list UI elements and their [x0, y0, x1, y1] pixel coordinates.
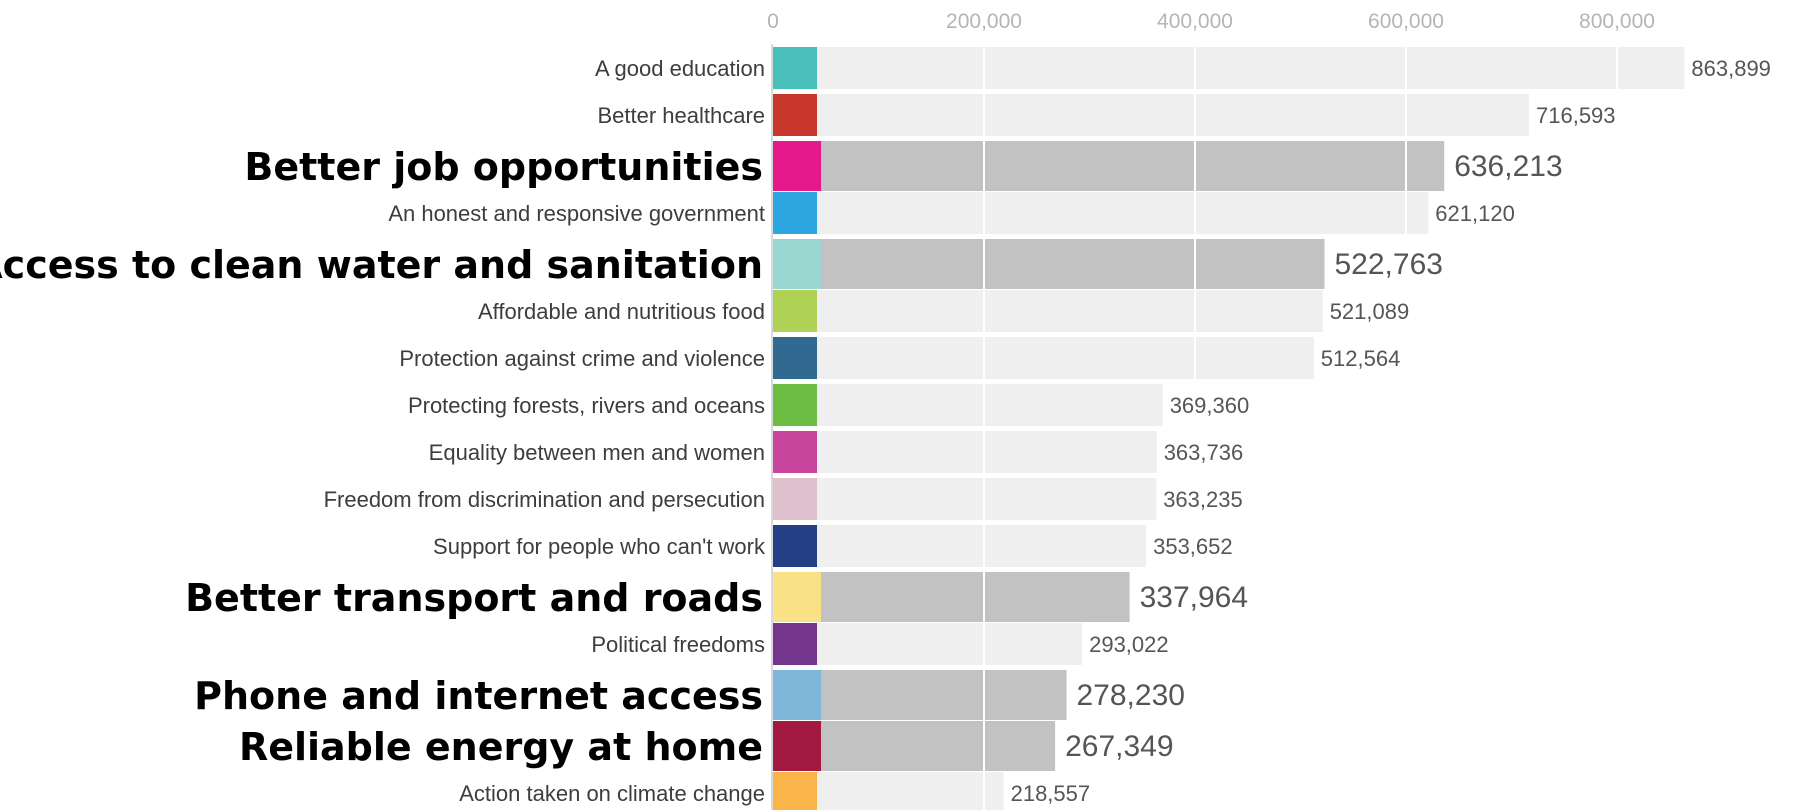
bar-1: [773, 94, 1529, 136]
category-swatch-2: [773, 141, 821, 191]
value-label-6: 512,564: [1321, 346, 1401, 371]
bar-0: [773, 47, 1685, 89]
category-swatch-5: [773, 290, 817, 332]
category-swatch-14: [773, 721, 821, 771]
x-axis: 0 200,000 400,000 600,000 800,000: [767, 10, 1655, 810]
category-swatches: [773, 47, 821, 810]
category-label-7: Protecting forests, rivers and oceans: [408, 393, 765, 418]
category-label-13: Phone and internet access: [194, 674, 763, 718]
value-label-7: 369,360: [1170, 393, 1250, 418]
value-label-15: 218,557: [1011, 781, 1091, 806]
category-label-10: Support for people who can't work: [433, 534, 766, 559]
value-label-14: 267,349: [1065, 730, 1173, 763]
category-label-8: Equality between men and women: [429, 440, 765, 465]
value-labels: 863,899 716,593 636,213 621,120 522,763 521,0…: [1011, 56, 1771, 806]
value-label-2: 636,213: [1454, 150, 1562, 183]
category-label-9: Freedom from discrimination and persecut…: [324, 487, 765, 512]
category-label-4: Access to clean water and sanitation: [0, 243, 763, 287]
category-swatch-7: [773, 384, 817, 426]
x-tick-label-2: 400,000: [1157, 10, 1233, 33]
value-label-13: 278,230: [1077, 679, 1185, 712]
x-tick-label-4: 800,000: [1579, 10, 1655, 33]
category-label-15: Action taken on climate change: [459, 781, 765, 806]
value-label-1: 716,593: [1536, 103, 1616, 128]
category-swatch-9: [773, 478, 817, 520]
category-label-3: An honest and responsive government: [388, 201, 765, 226]
category-label-5: Affordable and nutritious food: [478, 299, 765, 324]
bar-4: [773, 239, 1325, 289]
bar-9: [773, 478, 1157, 520]
bar-10: [773, 525, 1147, 567]
bar-12: [773, 623, 1083, 665]
gridlines: [983, 44, 1618, 810]
category-swatch-8: [773, 431, 817, 473]
value-label-8: 363,736: [1164, 440, 1244, 465]
value-label-3: 621,120: [1435, 201, 1515, 226]
bar-13: [773, 670, 1067, 720]
value-label-4: 522,763: [1335, 248, 1443, 281]
category-label-1: Better healthcare: [597, 103, 765, 128]
category-label-2: Better job opportunities: [244, 145, 763, 189]
category-swatch-15: [773, 772, 817, 810]
category-labels: A good education Better healthcare Better …: [0, 56, 766, 806]
value-label-12: 293,022: [1089, 632, 1169, 657]
bar-8: [773, 431, 1157, 473]
category-label-0: A good education: [595, 56, 765, 81]
value-label-0: 863,899: [1691, 56, 1771, 81]
category-swatch-3: [773, 192, 817, 234]
category-label-6: Protection against crime and violence: [399, 346, 765, 371]
value-label-10: 353,652: [1153, 534, 1233, 559]
bar-2: [773, 141, 1445, 191]
value-label-5: 521,089: [1330, 299, 1410, 324]
category-label-14: Reliable energy at home: [239, 725, 763, 769]
category-label-11: Better transport and roads: [185, 576, 763, 620]
value-label-11: 337,964: [1140, 581, 1248, 614]
x-tick-label-0: 0: [767, 10, 779, 33]
category-swatch-0: [773, 47, 817, 89]
category-swatch-1: [773, 94, 817, 136]
bar-6: [773, 337, 1314, 379]
bar-3: [773, 192, 1429, 234]
value-label-9: 363,235: [1163, 487, 1243, 512]
category-swatch-13: [773, 670, 821, 720]
category-swatch-10: [773, 525, 817, 567]
category-swatch-6: [773, 337, 817, 379]
category-swatch-11: [773, 572, 821, 622]
x-tick-label-1: 200,000: [946, 10, 1022, 33]
bar-7: [773, 384, 1163, 426]
bar-11: [773, 572, 1130, 622]
x-tick-label-3: 600,000: [1368, 10, 1444, 33]
category-swatch-4: [773, 239, 821, 289]
category-swatch-12: [773, 623, 817, 665]
category-label-12: Political freedoms: [591, 632, 765, 657]
bars-layer: [773, 47, 1685, 810]
bar-5: [773, 290, 1323, 332]
